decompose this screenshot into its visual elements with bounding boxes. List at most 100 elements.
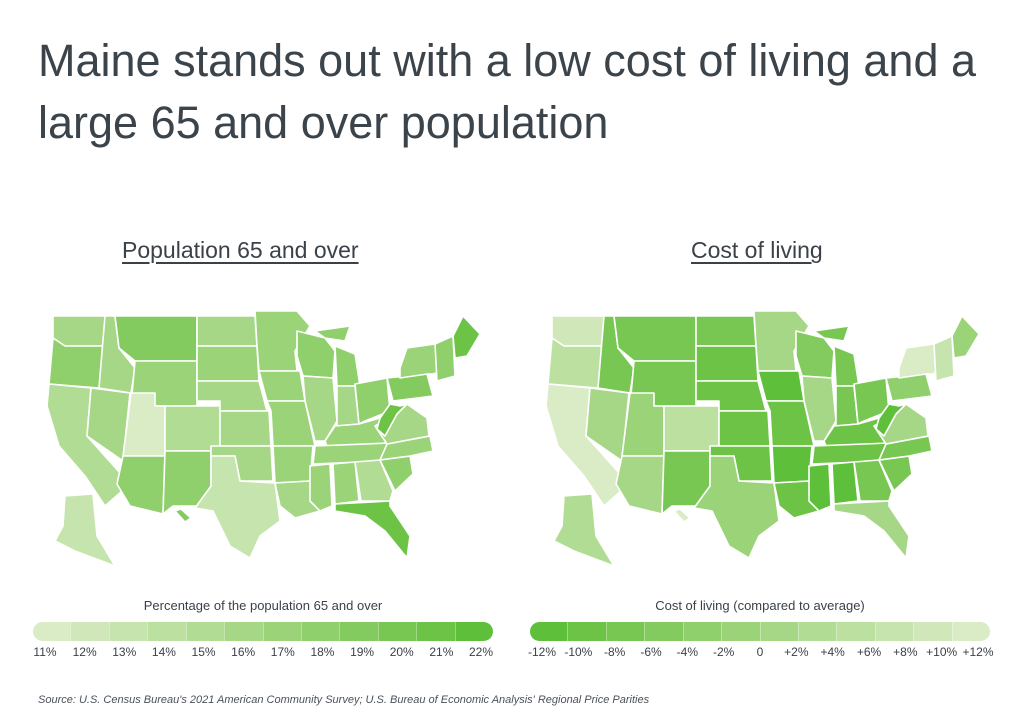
source-note: Source: U.S. Census Bureau's 2021 Americ… bbox=[38, 694, 650, 706]
legend-tick-label: 15% bbox=[191, 645, 216, 659]
legend-swatch bbox=[644, 622, 683, 641]
state-ga bbox=[354, 459, 394, 502]
state-ia bbox=[757, 370, 805, 402]
legend-tick-label: 14% bbox=[151, 645, 176, 659]
legend-swatch bbox=[108, 622, 148, 641]
state-fl bbox=[334, 500, 411, 559]
legend-ticks-cost-of-living: -12% -10% -8% -6% -4% -2% 0 +2% +4% +6% +8% +10% +12… bbox=[527, 645, 994, 661]
legend-swatch bbox=[759, 622, 798, 641]
state-hi bbox=[673, 508, 691, 523]
state-pa bbox=[885, 373, 933, 402]
state-ks bbox=[219, 410, 272, 447]
state-pa bbox=[386, 373, 434, 402]
legend-tick-label: +10% bbox=[926, 645, 958, 659]
legend-swatch bbox=[913, 622, 952, 641]
legend-tick-label: +4% bbox=[820, 645, 845, 659]
chart-title: Maine stands out with a low cost of livi… bbox=[38, 35, 977, 148]
legend-swatch bbox=[33, 622, 71, 641]
state-hi bbox=[174, 508, 192, 523]
legend-title-cost-of-living: Cost of living (compared to average) bbox=[655, 598, 865, 613]
state-la bbox=[274, 480, 321, 519]
state-oh bbox=[853, 377, 890, 425]
state-or bbox=[48, 337, 106, 389]
legend-tick-label: 12% bbox=[72, 645, 97, 659]
state-ga bbox=[853, 459, 893, 502]
state-ks bbox=[718, 410, 771, 447]
state-la bbox=[773, 480, 820, 519]
legend-ticks-population: 11% 12% 13% 14% 15% 16% 17% 18% 19% 20% 21% 22% bbox=[33, 645, 493, 661]
state-ak bbox=[553, 493, 615, 567]
legend-swatch bbox=[797, 622, 837, 641]
state-tx bbox=[194, 455, 281, 559]
legend-bar-population bbox=[33, 622, 493, 641]
legend-swatch bbox=[605, 622, 645, 641]
legend-tick-label: -8% bbox=[603, 645, 626, 659]
state-nd bbox=[196, 315, 258, 347]
population-65-map bbox=[46, 310, 481, 567]
state-nm bbox=[162, 450, 212, 515]
map-title-population: Population 65 and over bbox=[122, 237, 359, 263]
legend-tick-label: -10% bbox=[564, 645, 593, 659]
legend-bar-cost-of-living bbox=[530, 622, 990, 641]
legend-swatch bbox=[300, 622, 340, 641]
legend-swatch bbox=[567, 622, 606, 641]
state-ia bbox=[258, 370, 306, 402]
state-ar bbox=[272, 445, 314, 484]
legend-swatch bbox=[836, 622, 875, 641]
state-az bbox=[615, 455, 665, 515]
state-new-eng bbox=[434, 335, 456, 382]
legend-tick-label: 16% bbox=[231, 645, 256, 659]
state-nm bbox=[661, 450, 711, 515]
legend-swatch bbox=[377, 622, 417, 641]
legend-swatch bbox=[147, 622, 186, 641]
legend-title-population: Percentage of the population 65 and over bbox=[143, 598, 383, 613]
state-mn bbox=[753, 310, 810, 372]
legend-tick-label: -4% bbox=[676, 645, 698, 659]
state-wv bbox=[875, 403, 907, 437]
state-co bbox=[164, 405, 221, 452]
legend-tick-label: 17% bbox=[270, 645, 295, 659]
state-sd bbox=[695, 345, 759, 382]
state-sd bbox=[196, 345, 260, 382]
state-wv bbox=[376, 403, 408, 437]
state-mt bbox=[613, 315, 697, 362]
legend-tick-label: 0 bbox=[756, 645, 764, 659]
legend-swatch bbox=[70, 622, 109, 641]
state-mn bbox=[254, 310, 311, 372]
state-tx bbox=[693, 455, 780, 559]
state-wa bbox=[551, 315, 605, 347]
legend-tick-label: 11% bbox=[33, 645, 57, 659]
legend-tick-label: +6% bbox=[856, 645, 882, 659]
state-al bbox=[831, 461, 859, 505]
legend-tick-label: +2% bbox=[784, 645, 809, 659]
state-new-eng bbox=[933, 335, 955, 382]
state-az bbox=[116, 455, 166, 515]
cost-of-living-map bbox=[545, 310, 980, 567]
state-ar bbox=[771, 445, 813, 484]
legend-tick-label: 22% bbox=[468, 645, 494, 659]
state-ms bbox=[309, 463, 333, 512]
state-mt bbox=[114, 315, 198, 362]
legend-tick-label: -12% bbox=[527, 645, 557, 659]
state-me bbox=[951, 315, 980, 359]
state-wa bbox=[52, 315, 106, 347]
state-ms bbox=[808, 463, 832, 512]
legend-tick-label: 13% bbox=[112, 645, 137, 659]
legend-swatch bbox=[416, 622, 455, 641]
legend-swatch bbox=[339, 622, 378, 641]
state-nd bbox=[695, 315, 757, 347]
legend-tick-label: 21% bbox=[429, 645, 454, 659]
legend-swatch bbox=[721, 622, 760, 641]
legend-swatch bbox=[951, 622, 990, 641]
legend-swatch bbox=[454, 622, 493, 641]
state-me bbox=[452, 315, 481, 359]
state-co bbox=[663, 405, 720, 452]
legend-tick-label: +12% bbox=[962, 645, 994, 659]
legend-tick-label: +8% bbox=[893, 645, 918, 659]
legend-swatch bbox=[224, 622, 263, 641]
legend-tick-label: -2% bbox=[712, 645, 735, 659]
state-fl bbox=[833, 500, 910, 559]
state-or bbox=[547, 337, 605, 389]
map-title-cost-of-living: Cost of living bbox=[691, 237, 823, 263]
legend-swatch bbox=[185, 622, 225, 641]
